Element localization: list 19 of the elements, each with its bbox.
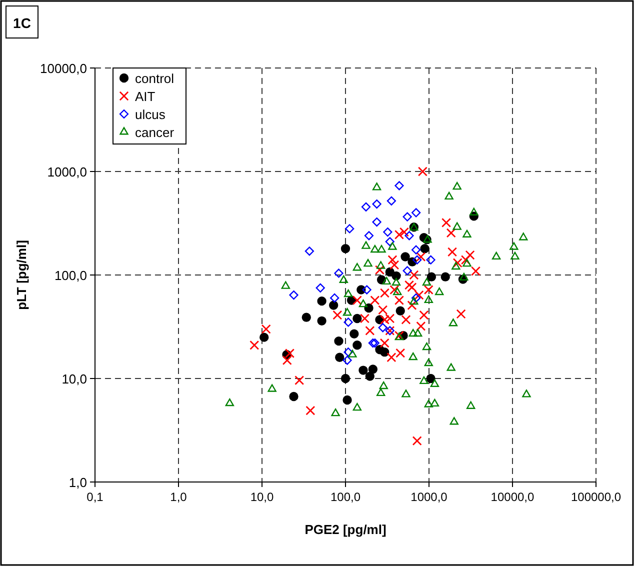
x-tick-label: 100,0 (330, 490, 361, 504)
legend-label: cancer (135, 125, 175, 140)
x-axis-title: PGE2 [pg/ml] (304, 522, 386, 537)
chart-title: 1C (13, 15, 31, 31)
y-tick-label: 1,0 (68, 475, 87, 490)
y-tick-label: 1000,0 (47, 164, 87, 180)
legend-label: ulcus (135, 107, 166, 122)
x-tick-label: 100000,0 (570, 490, 622, 504)
legend-label: AIT (135, 89, 156, 104)
legend-label: control (135, 71, 174, 86)
y-axis-title: pLT [pg/ml] (14, 240, 29, 310)
x-tick-label: 1000,0 (410, 490, 448, 504)
y-tick-label: 100,0 (54, 268, 87, 283)
y-tick-label: 10000,0 (40, 61, 87, 76)
x-tick-label: 10000,0 (490, 490, 535, 504)
x-tick-label: 10,0 (250, 490, 274, 504)
y-tick-label: 10,0 (62, 372, 87, 386)
x-tick-label: 0,1 (86, 490, 104, 504)
x-tick-label: 1,0 (170, 490, 188, 504)
